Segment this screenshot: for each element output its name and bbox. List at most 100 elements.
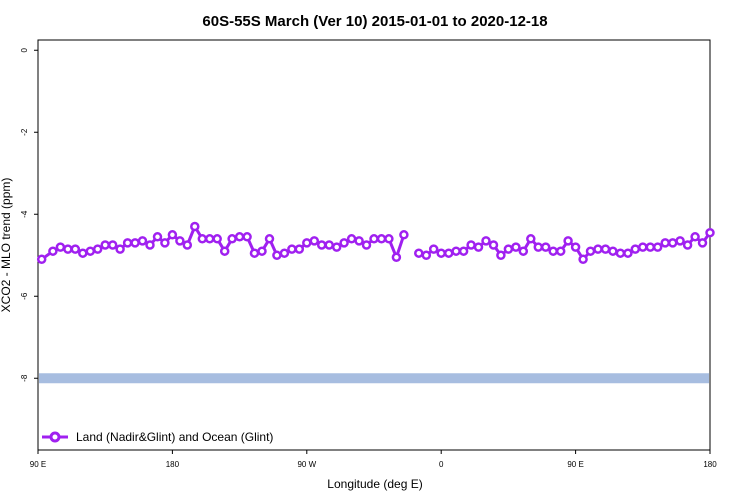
data-point — [570, 242, 581, 252]
data-point — [219, 246, 230, 256]
x-tick-label: 90 W — [297, 460, 316, 469]
data-point — [63, 244, 73, 254]
data-point — [488, 240, 499, 250]
data-point — [376, 234, 387, 244]
data-point — [100, 240, 110, 250]
series-layer — [36, 221, 715, 265]
data-point — [428, 244, 439, 254]
data-point — [339, 238, 349, 248]
data-point — [421, 250, 432, 261]
data-point — [697, 238, 708, 248]
data-point — [182, 240, 193, 250]
legend: Land (Nadir&Glint) and Ocean (Glint) — [42, 430, 273, 444]
data-point — [496, 250, 506, 261]
data-point — [175, 236, 185, 246]
data-point — [391, 252, 402, 263]
data-point — [369, 234, 379, 244]
x-tick-label: 90 E — [567, 460, 583, 469]
reference-band-layer — [39, 373, 709, 384]
data-point — [533, 242, 544, 252]
data-point — [481, 236, 491, 246]
y-tick-label: 0 — [20, 47, 29, 52]
data-point — [287, 244, 297, 254]
data-point — [346, 234, 357, 244]
data-point — [361, 240, 372, 250]
data-point — [705, 227, 715, 238]
data-point — [690, 232, 700, 242]
data-point — [137, 236, 148, 246]
data-point — [167, 230, 178, 240]
data-point — [160, 238, 170, 248]
data-point — [324, 240, 334, 250]
data-point — [115, 244, 125, 254]
data-point — [242, 232, 252, 242]
data-point — [48, 246, 58, 256]
data-point — [55, 242, 66, 252]
data-point — [279, 248, 290, 258]
data-point — [682, 240, 693, 250]
data-point — [234, 232, 245, 242]
reference-band — [39, 373, 709, 384]
data-point — [555, 246, 566, 256]
y-axis: 0 -2 -4 -6 -8 — [20, 47, 38, 382]
x-tick-label: 0 — [439, 460, 444, 469]
data-point — [660, 238, 670, 248]
data-point — [212, 234, 222, 244]
data-point — [36, 254, 47, 265]
data-point — [85, 246, 96, 256]
data-point — [257, 246, 267, 256]
x-axis: 90 E 180 90 W 0 90 E 180 — [30, 450, 717, 469]
data-point — [443, 248, 454, 258]
data-point — [331, 242, 342, 252]
data-point — [130, 238, 140, 248]
y-tick-label: -4 — [20, 210, 29, 218]
data-point — [518, 246, 529, 256]
y-tick-label: -2 — [20, 128, 29, 136]
x-axis-label: Longitude (deg E) — [327, 477, 422, 491]
y-tick-label: -6 — [20, 292, 29, 300]
data-point — [458, 246, 469, 256]
data-point — [384, 234, 394, 244]
data-point — [107, 240, 118, 250]
data-point — [197, 234, 208, 244]
data-point — [630, 244, 641, 254]
data-point — [309, 236, 320, 246]
chart-title: 60S-55S March (Ver 10) 2015-01-01 to 202… — [202, 13, 547, 30]
data-point — [503, 244, 514, 254]
data-point — [227, 234, 237, 244]
data-point — [152, 232, 163, 242]
legend-marker — [49, 431, 61, 443]
data-point — [511, 242, 521, 252]
data-point — [526, 234, 536, 244]
x-tick-label: 180 — [166, 460, 180, 469]
plot-frame — [37, 39, 711, 451]
x-tick-label: 90 E — [30, 460, 46, 469]
data-point — [122, 238, 133, 248]
data-point — [354, 236, 364, 246]
data-point — [638, 242, 648, 252]
data-point — [585, 246, 596, 256]
data-point — [563, 236, 573, 246]
data-point — [667, 238, 678, 248]
data-point — [652, 242, 663, 252]
data-point — [436, 248, 446, 258]
data-point — [264, 234, 275, 244]
data-point — [78, 248, 88, 258]
data-point — [302, 238, 312, 248]
data-point — [645, 242, 656, 252]
data-point — [414, 248, 424, 258]
data-point — [272, 250, 282, 261]
data-point — [316, 240, 327, 250]
data-point — [70, 244, 81, 254]
data-point — [615, 248, 626, 258]
data-point — [294, 244, 305, 254]
data-point — [451, 246, 461, 256]
data-point — [204, 234, 215, 244]
y-axis-label: XCO2 - MLO trend (ppm) — [0, 178, 13, 313]
data-point — [600, 244, 611, 254]
data-point — [190, 221, 200, 232]
data-point — [540, 242, 551, 252]
data-point — [675, 236, 685, 246]
data-point — [466, 240, 476, 250]
